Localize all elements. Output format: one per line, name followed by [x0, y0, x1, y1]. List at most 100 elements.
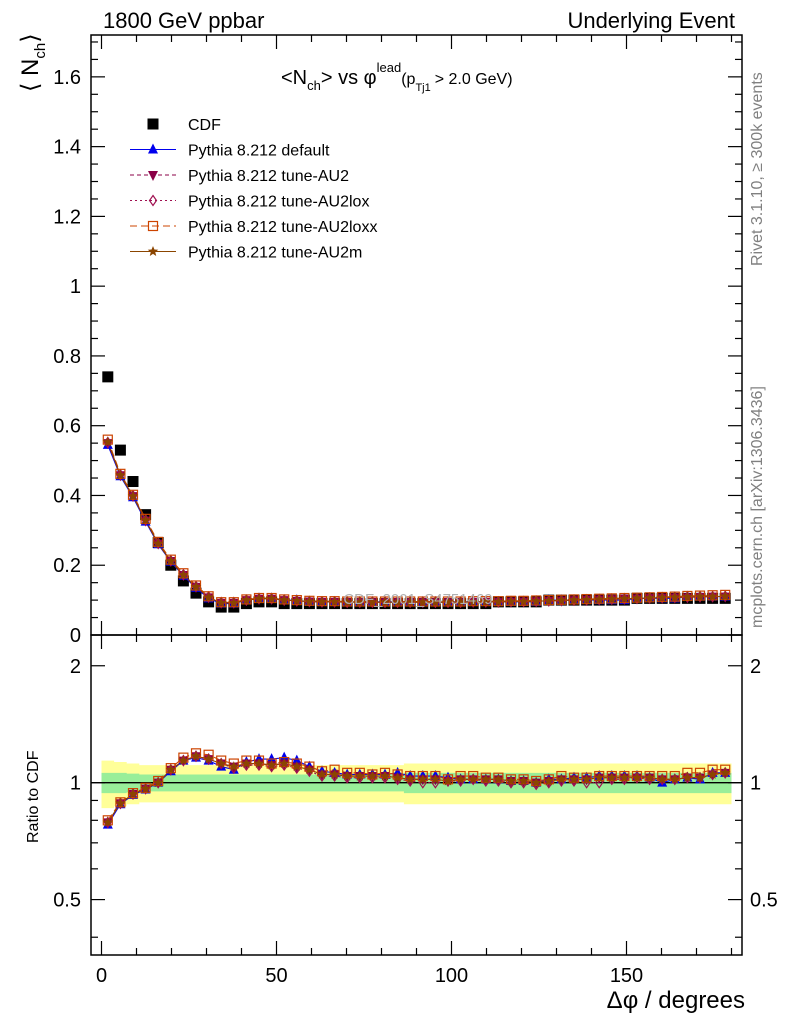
main-point-au2lox — [141, 513, 150, 526]
main-point-au2lox — [216, 596, 226, 609]
main-line-au2loxx — [107, 439, 726, 603]
ratio-point-au2m — [404, 773, 416, 784]
main-point-cdf — [190, 587, 202, 599]
main-point-au2m — [719, 590, 731, 601]
main-ytick-label: 0.4 — [53, 485, 81, 507]
x-tick-label: 100 — [435, 965, 468, 987]
main-point-au2m — [480, 596, 492, 607]
ratio-point-au2m — [493, 773, 504, 784]
ratio-point-au2m — [518, 775, 529, 786]
legend-label-au2: Pythia 8.212 tune-AU2 — [188, 168, 349, 185]
ratio-point-au2m — [455, 773, 466, 784]
ratio-panel-data — [91, 748, 742, 829]
main-point-au2m — [707, 591, 718, 602]
main-point-au2m — [228, 597, 240, 608]
main-point-au2m — [682, 591, 693, 602]
ratio-point-au2m — [215, 758, 227, 769]
ratio-point-au2m — [581, 773, 592, 784]
main-point-au2m — [115, 469, 126, 480]
main-point-au2m — [455, 596, 466, 607]
main-point-au2m — [278, 594, 290, 605]
axes: 0 0.2 0.4 0.6 0.8 1 1.2 1.4 1.6 0 50 100 150 0.5 0.5 1 1… — [53, 35, 778, 987]
legend-label-au2lox: Pythia 8.212 tune-AU2lox — [188, 194, 369, 211]
ratio-ytick-label: 0.5 — [53, 890, 81, 912]
ratio-point-au2m — [467, 773, 479, 784]
legend-marker-au2 — [148, 171, 158, 181]
ratio-point-au2m — [152, 777, 164, 788]
ratio-point-au2m — [505, 775, 517, 786]
main-point-au2m — [266, 593, 277, 604]
header-right: Underlying Event — [567, 8, 735, 33]
plot-title: <Nch> vs φlead(pTj1 > 2.0 GeV) — [281, 60, 513, 94]
ratio-point-au2m — [278, 758, 290, 769]
ratio-point-au2m — [291, 761, 303, 772]
ratio-point-au2m — [266, 759, 277, 770]
main-point-au2m — [430, 596, 441, 607]
ratio-point-au2m — [379, 770, 391, 781]
mcplots-label: mcplots.cern.ch [arXiv:1306.3436] — [749, 386, 766, 628]
watermark: CDF_2001_S4751469 — [343, 591, 492, 608]
main-point-au2loxx — [682, 590, 693, 602]
ratio-point-au2m — [304, 764, 315, 775]
main-line-au2lox — [107, 442, 726, 604]
main-ytick-label: 1.6 — [53, 67, 81, 89]
main-point-au2m — [253, 593, 265, 604]
ratio-ytick-label-right: 2 — [750, 656, 761, 678]
main-point-au2m — [102, 436, 114, 447]
main-ytick-label: 0 — [70, 625, 81, 647]
ratio-ytick-label-right: 0.5 — [750, 890, 778, 912]
ratio-point-au2m — [102, 816, 114, 827]
main-panel-data — [102, 371, 731, 613]
legend-label-default: Pythia 8.212 default — [188, 143, 330, 160]
rivet-label: Rivet 3.1.10, ≥ 300k events — [749, 72, 766, 266]
main-point-cdf — [114, 444, 126, 456]
ratio-point-au2m — [140, 783, 151, 794]
main-ylabel: ⟨ Nch⟩ — [17, 33, 49, 92]
ratio-point-au2m — [115, 797, 126, 808]
ratio-ytick-label: 1 — [70, 773, 81, 795]
ratio-point-au2m — [417, 773, 429, 784]
x-axis-label: Δφ / degrees — [607, 987, 745, 1014]
main-point-au2m — [442, 596, 454, 607]
main-point-au2m — [631, 592, 643, 603]
ratio-point-au2m — [530, 777, 542, 788]
ratio-point-au2m — [568, 773, 580, 784]
ratio-point-au2m — [165, 764, 177, 775]
ratio-point-au2m — [619, 772, 630, 783]
main-line-au2m — [107, 441, 726, 604]
ratio-point-default — [279, 751, 290, 762]
legend-label-cdf: CDF — [188, 117, 221, 134]
main-point-au2m — [165, 555, 177, 566]
main-ytick-label: 1 — [70, 276, 81, 298]
main-point-au2m — [190, 581, 202, 592]
main-point-au2lox — [128, 489, 138, 502]
ratio-point-au2m — [316, 768, 328, 779]
main-point-au2loxx — [694, 590, 706, 601]
ratio-point-au2m — [329, 768, 340, 779]
main-point-au2lox — [153, 537, 163, 550]
main-point-au2m — [304, 596, 315, 606]
main-point-au2m — [140, 514, 151, 525]
ratio-point-au2m — [178, 755, 189, 766]
ratio-point-au2m — [354, 770, 366, 781]
main-point-au2m — [354, 596, 366, 607]
main-point-au2m — [543, 595, 555, 606]
main-point-au2lox — [166, 554, 176, 567]
ratio-ytick-label-right: 1 — [750, 773, 761, 795]
main-point-au2m — [367, 596, 378, 607]
main-point-au2m — [568, 594, 580, 605]
main-point-au2lox — [191, 580, 201, 593]
main-ytick-label: 1.4 — [53, 137, 81, 159]
ratio-point-default — [266, 753, 277, 764]
ratio-point-au2m — [694, 772, 706, 783]
main-line-au2 — [107, 442, 726, 604]
ratio-point-au2m — [669, 773, 681, 784]
main-point-au2m — [556, 594, 567, 605]
ratio-point-au2m — [367, 770, 378, 781]
legend-marker-default — [148, 143, 158, 154]
header-left: 1800 GeV ppbar — [103, 8, 264, 33]
main-point-au2lox — [204, 590, 213, 604]
x-tick-label: 50 — [265, 965, 287, 987]
main-point-au2m — [341, 596, 353, 607]
